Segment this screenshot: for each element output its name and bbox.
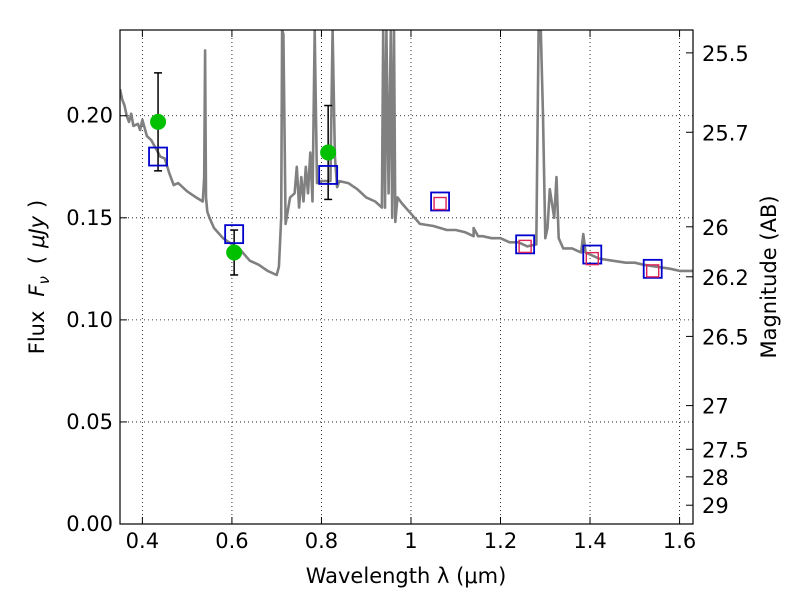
model-band-flux-square — [515, 234, 536, 255]
predicted-flux-square — [518, 239, 532, 254]
x-tick-label: 0.6 — [215, 529, 248, 553]
x-tick-label: 1.6 — [663, 529, 696, 553]
magnitude-tick-label: 28 — [702, 466, 729, 490]
model-band-flux-square — [430, 191, 450, 212]
plot-area — [120, 30, 693, 279]
magnitude-tick-label: 29 — [702, 494, 729, 518]
predicted-flux-square — [433, 196, 447, 211]
magnitude-axis-label: Magnitude (AB) — [757, 195, 781, 358]
magnitude-tick-label: 27 — [702, 395, 729, 419]
model-band-flux-square — [582, 244, 603, 265]
y-tick-label: 0.10 — [66, 308, 113, 332]
y-tick-label: 0.05 — [66, 410, 113, 434]
x-tick-label: 0.8 — [305, 529, 338, 553]
model-band-flux-square — [148, 146, 168, 167]
observed-flux-point — [150, 113, 167, 130]
model-band-flux-square — [318, 165, 339, 185]
y-axis-label: FluxFν(μJy) — [25, 200, 53, 355]
y-axis-ticks: 0.00 0.05 0.10 0.15 0.20 — [66, 104, 127, 536]
magnitude-axis-ticks: 25.5 25.7 26 26.2 26.5 27 27.5 28 29 — [686, 42, 749, 518]
magnitude-tick-label: 25.7 — [702, 121, 749, 145]
predicted-flux-square — [585, 251, 599, 266]
predicted-flux-square — [646, 264, 660, 278]
x-tick-label: 1.4 — [573, 529, 606, 553]
x-tick-label: 0.4 — [126, 529, 159, 553]
magnitude-tick-label: 26.2 — [702, 266, 749, 290]
x-axis-ticks: 0.4 0.6 0.8 1 1.2 1.4 1.6 — [126, 30, 696, 553]
model-band-flux-square — [642, 258, 663, 279]
data-layer — [120, 30, 693, 279]
y-tick-label: 0.00 — [66, 512, 113, 536]
observed-flux-point — [226, 244, 243, 261]
model-spectrum-line — [120, 30, 693, 277]
magnitude-tick-label: 26.5 — [702, 325, 749, 349]
y-tick-label: 0.20 — [66, 104, 113, 128]
x-tick-label: 1.2 — [484, 529, 517, 553]
x-axis-label: Wavelength λ (μm) — [306, 564, 507, 588]
observed-flux-point — [320, 144, 337, 161]
magnitude-tick-label: 25.5 — [702, 42, 749, 66]
y-tick-label: 0.15 — [66, 206, 113, 230]
model-band-flux-square — [224, 224, 245, 245]
x-tick-label: 1 — [404, 529, 417, 553]
magnitude-tick-label: 26 — [702, 216, 729, 240]
magnitude-tick-label: 27.5 — [702, 438, 749, 462]
